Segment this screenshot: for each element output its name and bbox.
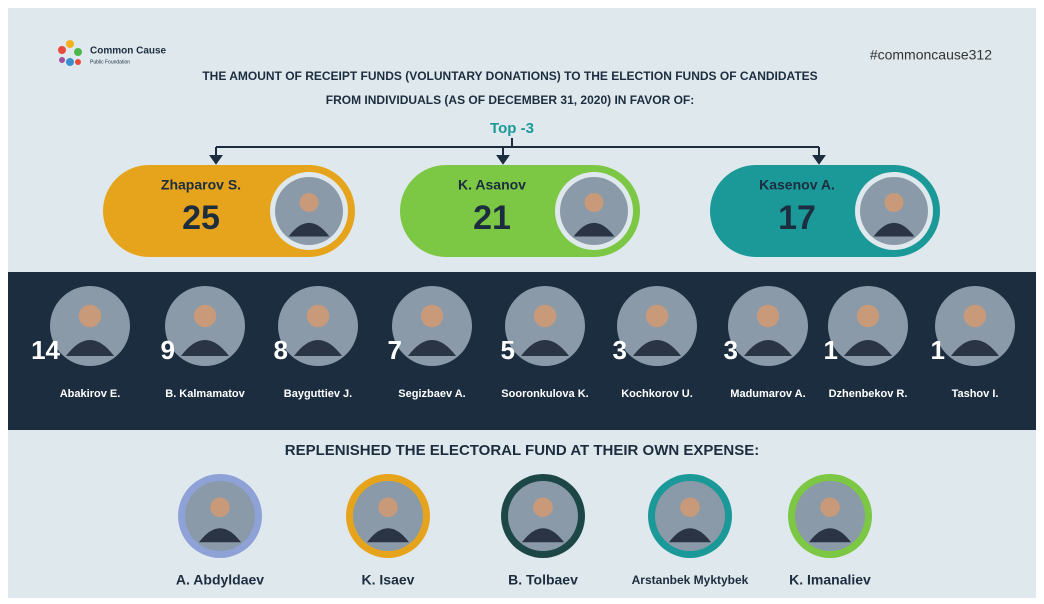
candidate-amount: 3 bbox=[724, 335, 738, 365]
section-heading: REPLENISHED THE ELECTORAL FUND AT THEIR … bbox=[285, 442, 759, 459]
candidate-name: Madumarov A. bbox=[730, 388, 805, 400]
photo-body bbox=[408, 340, 456, 356]
candidate-amount: 17 bbox=[778, 199, 816, 237]
person-name: B. Tolbaev bbox=[508, 572, 578, 588]
title-line: THE AMOUNT OF RECEIPT FUNDS (VOLUNTARY D… bbox=[202, 69, 817, 83]
photo-head bbox=[533, 497, 553, 518]
photo-body bbox=[844, 340, 892, 356]
person-name: K. Isaev bbox=[362, 572, 415, 588]
candidate-amount: 1 bbox=[931, 335, 945, 365]
tree-connector bbox=[209, 138, 826, 165]
candidate-amount: 5 bbox=[501, 335, 515, 365]
candidate-name: Abakirov E. bbox=[60, 388, 121, 400]
photo-head bbox=[645, 304, 669, 328]
logo-subtitle: Public Foundation bbox=[90, 59, 130, 65]
photo-head bbox=[584, 192, 604, 213]
candidate-name: Zhaparov S. bbox=[161, 177, 241, 193]
candidate-name: Dzhenbekov R. bbox=[829, 388, 908, 400]
candidate-name: B. Kalmamatov bbox=[165, 388, 245, 400]
candidate-amount: 7 bbox=[388, 335, 402, 365]
person-name: Arstanbek Myktybek bbox=[632, 573, 749, 587]
photo-head bbox=[680, 497, 700, 518]
candidate-name: Sooronkulova K. bbox=[501, 388, 588, 400]
candidate-amount: 14 bbox=[31, 335, 60, 365]
person-name: K. Imanaliev bbox=[789, 572, 871, 588]
candidate-name: Segizbaev A. bbox=[398, 388, 465, 400]
photo-head bbox=[78, 304, 102, 328]
logo-title: Common Cause bbox=[90, 46, 167, 57]
person-name: A. Abdyldaev bbox=[176, 572, 264, 588]
photo-body bbox=[288, 222, 330, 237]
photo-head bbox=[210, 497, 230, 518]
photo-head bbox=[420, 304, 444, 328]
photo-head bbox=[756, 304, 780, 328]
photo-head bbox=[820, 497, 840, 518]
photo-body bbox=[951, 340, 999, 356]
title-line: FROM INDIVIDUALS (AS OF DECEMBER 31, 202… bbox=[326, 93, 694, 107]
photo-body bbox=[294, 340, 342, 356]
photo-head bbox=[299, 192, 319, 213]
photo-body bbox=[744, 340, 792, 356]
candidate-name: Tashov I. bbox=[952, 388, 999, 400]
photo-body bbox=[573, 222, 615, 237]
top3-label: Top -3 bbox=[490, 120, 534, 137]
candidate-amount: 8 bbox=[274, 335, 288, 365]
candidate-amount: 1 bbox=[824, 335, 838, 365]
photo-body bbox=[199, 528, 241, 543]
photo-body bbox=[809, 528, 851, 543]
photo-body bbox=[873, 222, 915, 237]
photo-head bbox=[884, 192, 904, 213]
candidate-amount: 3 bbox=[613, 335, 627, 365]
candidate-amount: 9 bbox=[161, 335, 175, 365]
candidate-amount: 25 bbox=[182, 199, 220, 237]
photo-head bbox=[378, 497, 398, 518]
photo-head bbox=[533, 304, 557, 328]
candidate-name: Kochkorov U. bbox=[621, 388, 693, 400]
photo-body bbox=[66, 340, 114, 356]
candidate-name: Kasenov A. bbox=[759, 177, 835, 193]
photo-body bbox=[669, 528, 711, 543]
photo-body bbox=[633, 340, 681, 356]
photo-head bbox=[306, 304, 330, 328]
hashtag: #commoncause312 bbox=[870, 47, 992, 63]
photo-body bbox=[522, 528, 564, 543]
logo-icon bbox=[58, 40, 82, 66]
photo-body bbox=[367, 528, 409, 543]
photo-head bbox=[856, 304, 880, 328]
photo-head bbox=[963, 304, 987, 328]
photo-head bbox=[193, 304, 217, 328]
candidate-name: K. Asanov bbox=[458, 177, 526, 193]
candidate-name: Bayguttiev J. bbox=[284, 388, 352, 400]
candidate-amount: 21 bbox=[473, 199, 511, 237]
photo-body bbox=[521, 340, 569, 356]
photo-body bbox=[181, 340, 229, 356]
